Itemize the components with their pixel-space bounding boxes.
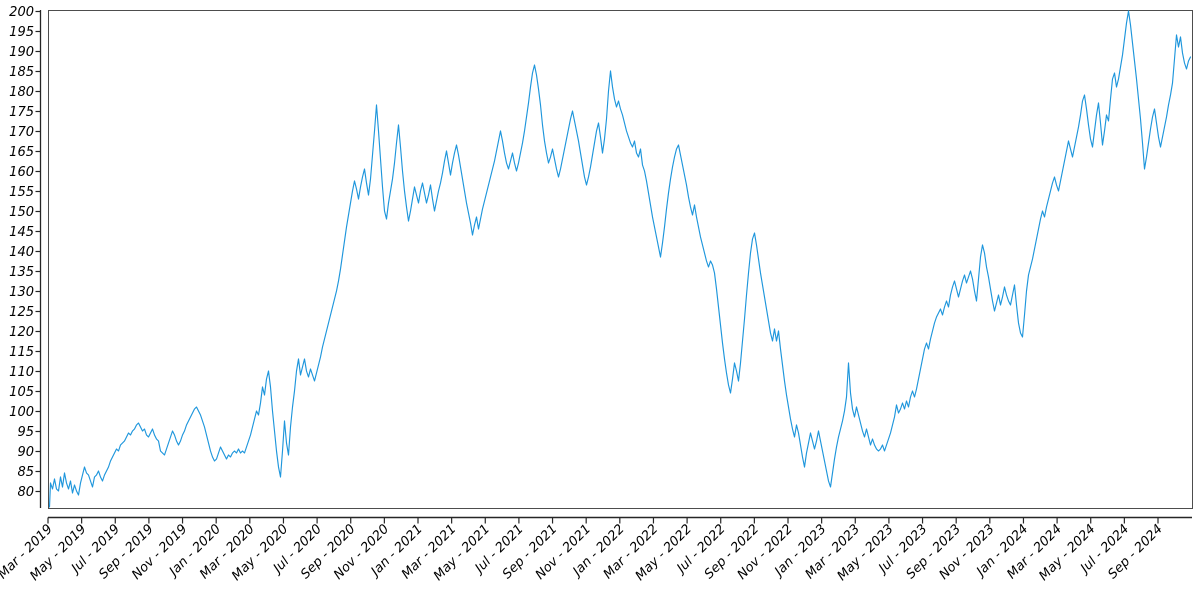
y-tick-label: 100 (9, 405, 34, 420)
y-tick-label: 80 (17, 485, 34, 500)
y-tick-label: 110 (9, 365, 34, 380)
price-line (48, 10, 1192, 508)
y-tick-label: 115 (9, 345, 34, 360)
plot-frame (48, 10, 1193, 509)
y-tick-label: 165 (9, 145, 34, 160)
y-tick-label: 85 (17, 465, 34, 480)
y-tick-label: 185 (9, 65, 34, 80)
y-tick-label: 130 (9, 285, 34, 300)
y-tick-label: 195 (9, 25, 34, 40)
y-tick-label: 105 (9, 385, 34, 400)
y-tick-label: 125 (9, 305, 34, 320)
y-tick-label: 155 (9, 185, 34, 200)
y-tick-label: 145 (9, 225, 34, 240)
y-tick-label: 160 (9, 165, 34, 180)
y-tick-label: 170 (9, 125, 34, 140)
y-tick-label: 140 (9, 245, 34, 260)
y-tick-label: 90 (17, 445, 34, 460)
y-tick-label: 190 (9, 45, 34, 60)
y-tick-label: 95 (17, 425, 34, 440)
y-tick-label: 175 (9, 105, 34, 120)
y-tick-label: 200 (9, 5, 34, 20)
y-tick-label: 120 (9, 325, 34, 340)
y-tick-label: 150 (9, 205, 34, 220)
y-tick-label: 135 (9, 265, 34, 280)
y-tick-label: 180 (9, 85, 34, 100)
